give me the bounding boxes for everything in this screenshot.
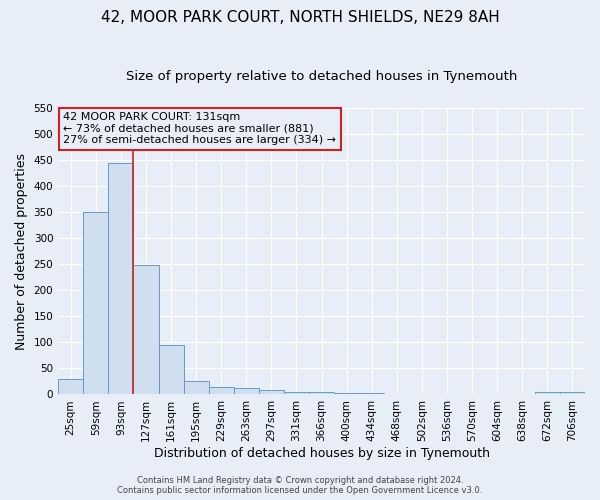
- Bar: [535, 392, 560, 394]
- Bar: [259, 390, 284, 394]
- Bar: [58, 379, 83, 394]
- Bar: [309, 392, 334, 394]
- Bar: [133, 265, 158, 394]
- Text: 42, MOOR PARK COURT, NORTH SHIELDS, NE29 8AH: 42, MOOR PARK COURT, NORTH SHIELDS, NE29…: [101, 10, 499, 25]
- Bar: [158, 345, 184, 395]
- Y-axis label: Number of detached properties: Number of detached properties: [15, 152, 28, 350]
- Bar: [83, 212, 109, 394]
- Bar: [560, 392, 585, 394]
- Title: Size of property relative to detached houses in Tynemouth: Size of property relative to detached ho…: [126, 70, 517, 83]
- Bar: [109, 162, 133, 394]
- Bar: [359, 393, 385, 394]
- Text: Contains HM Land Registry data © Crown copyright and database right 2024.
Contai: Contains HM Land Registry data © Crown c…: [118, 476, 482, 495]
- Bar: [184, 382, 209, 394]
- Bar: [334, 393, 359, 394]
- Bar: [284, 392, 309, 394]
- Bar: [234, 388, 259, 394]
- X-axis label: Distribution of detached houses by size in Tynemouth: Distribution of detached houses by size …: [154, 447, 490, 460]
- Bar: [209, 386, 234, 394]
- Text: 42 MOOR PARK COURT: 131sqm
← 73% of detached houses are smaller (881)
27% of sem: 42 MOOR PARK COURT: 131sqm ← 73% of deta…: [64, 112, 337, 146]
